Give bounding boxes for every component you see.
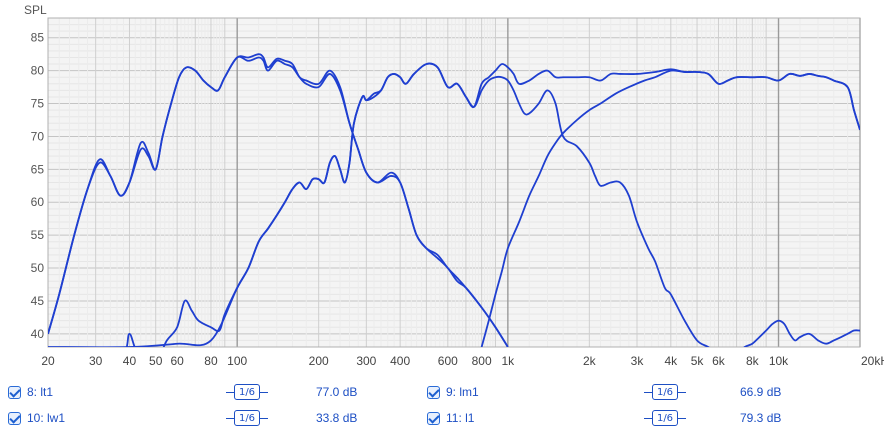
legend-label: 8: lt1 <box>27 385 54 399</box>
series-line-2 <box>48 53 509 347</box>
x-tick-label: 800 <box>472 354 492 368</box>
y-tick-label: 70 <box>31 129 45 143</box>
legend-label: 11: l1 <box>446 411 475 425</box>
x-tick-label: 300 <box>356 354 376 368</box>
x-tick-label: 20 <box>41 354 55 368</box>
spl-chart: 40 45 50 55 60 65 70 75 80 85 20 30 40 50 60 80 100 200 3… <box>24 3 884 368</box>
y-tick-label: 45 <box>31 294 45 308</box>
level-value: 66.9 dB <box>740 385 782 399</box>
y-tick-label: 65 <box>31 162 45 176</box>
x-tick-label: 30 <box>89 354 103 368</box>
level-value: 79.3 dB <box>740 411 782 425</box>
level-value: 77.0 dB <box>316 385 358 399</box>
x-tick-label: 5k <box>691 354 705 368</box>
legend-label: 9: lm1 <box>446 385 479 399</box>
x-tick-label: 80 <box>204 354 218 368</box>
legend-item-lm1[interactable]: 9: lm1 <box>427 382 479 402</box>
x-tick-label: 60 <box>170 354 184 368</box>
legend-item-l1[interactable]: 11: l1 <box>427 408 474 428</box>
y-axis: 40 45 50 55 60 65 70 75 80 85 <box>31 31 45 341</box>
x-tick-label: 4k <box>664 354 678 368</box>
x-tick-label: 8k <box>746 354 760 368</box>
checkbox-icon[interactable] <box>8 385 21 399</box>
series-line-4 <box>480 69 860 347</box>
x-tick-label: 10k <box>769 354 789 368</box>
smoothing-value: 1/6 <box>234 384 260 400</box>
x-tick-label: 1k <box>502 354 516 368</box>
plot-border <box>47 17 861 348</box>
checkbox-icon[interactable] <box>427 411 440 425</box>
legend-item-lw1[interactable]: 10: lw1 <box>8 408 65 428</box>
series-line-5 <box>743 319 860 347</box>
y-axis-label: SPL <box>24 3 47 17</box>
smoothing-control[interactable]: 1/6 <box>644 384 686 400</box>
x-tick-label: 6k <box>712 354 726 368</box>
smoothing-control[interactable]: 1/6 <box>226 410 268 426</box>
x-tick-label: 40 <box>123 354 137 368</box>
x-tick-label: 400 <box>390 354 410 368</box>
y-tick-label: 60 <box>31 195 45 209</box>
smoothing-value: 1/6 <box>652 384 678 400</box>
y-tick-label: 75 <box>31 97 45 111</box>
legend: 8: lt1 1/6 77.0 dB 9: lm1 1/6 66.9 dB 10… <box>0 378 884 432</box>
smoothing-value: 1/6 <box>234 410 260 426</box>
checkbox-icon[interactable] <box>8 411 21 425</box>
x-tick-label: 100 <box>227 354 247 368</box>
y-tick-label: 85 <box>31 31 45 45</box>
y-tick-label: 55 <box>31 228 45 242</box>
x-axis: 20 30 40 50 60 80 100 200 300 400 600 800 1k 2k 3k 4k 5k… <box>41 354 884 368</box>
legend-label: 10: lw1 <box>27 411 66 425</box>
x-tick-label: 600 <box>438 354 458 368</box>
x-tick-label: 50 <box>149 354 163 368</box>
x-tick-label: 20kHz <box>861 354 884 368</box>
smoothing-value: 1/6 <box>652 410 678 426</box>
smoothing-control[interactable]: 1/6 <box>644 410 686 426</box>
series-lines <box>48 53 860 347</box>
y-tick-label: 40 <box>31 327 45 341</box>
y-tick-label: 50 <box>31 261 45 275</box>
x-tick-label: 3k <box>631 354 645 368</box>
grid <box>47 17 861 348</box>
x-tick-label: 200 <box>309 354 329 368</box>
legend-item-lt1[interactable]: 8: lt1 <box>8 382 53 402</box>
checkbox-icon[interactable] <box>427 385 440 399</box>
smoothing-control[interactable]: 1/6 <box>226 384 268 400</box>
y-tick-label: 80 <box>31 64 45 78</box>
x-tick-label: 2k <box>583 354 597 368</box>
level-value: 33.8 dB <box>316 411 358 425</box>
